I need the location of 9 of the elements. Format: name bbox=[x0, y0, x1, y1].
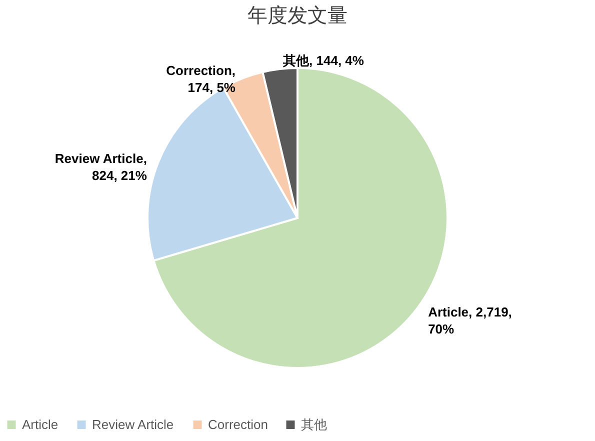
data-label: Correction, 174, 5% bbox=[166, 63, 236, 96]
legend-label: Review Article bbox=[92, 416, 174, 432]
data-label: Article, 2,719, 70% bbox=[428, 304, 512, 337]
legend-label: 其他 bbox=[301, 416, 327, 432]
legend-label: Article bbox=[22, 416, 58, 432]
data-label: 其他, 144, 4% bbox=[282, 53, 364, 68]
chart-title: 年度发文量 bbox=[248, 5, 348, 27]
legend-label: Correction bbox=[208, 416, 268, 432]
data-label: Review Article, 824, 21% bbox=[54, 150, 148, 183]
